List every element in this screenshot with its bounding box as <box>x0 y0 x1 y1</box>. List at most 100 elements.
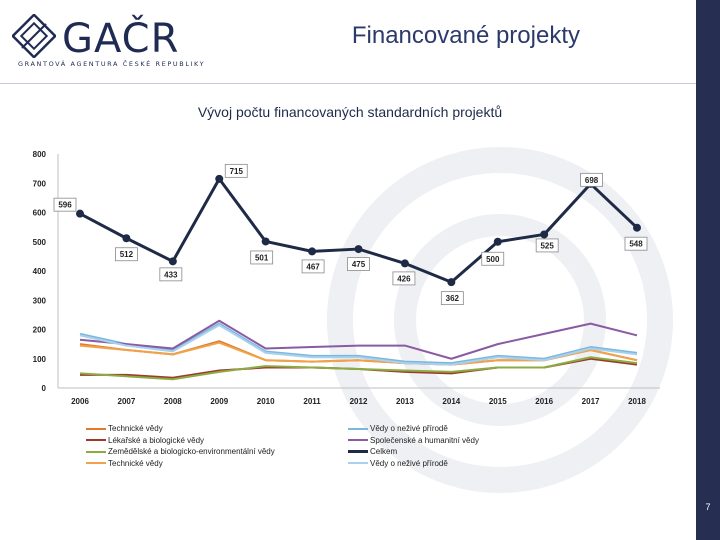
logo-emblem-icon <box>12 14 56 58</box>
legend-label: Technické vědy <box>108 458 163 468</box>
chart-data-labels: 596 512 433 715 501 467 475 426 362 500 525 698 548 <box>53 163 648 306</box>
x-tick-label: 2016 <box>535 397 553 406</box>
x-tick-label: 2013 <box>396 397 414 406</box>
data-point <box>76 209 84 218</box>
data-label: 501 <box>255 253 269 262</box>
chart-axes: 0 100 200 300 400 500 600 700 800 2006 2007 2008 200… <box>33 150 660 406</box>
data-point <box>261 237 270 246</box>
data-label: 467 <box>306 262 320 271</box>
legend-label: Celkem <box>370 447 398 456</box>
series-line <box>79 324 638 366</box>
data-point <box>633 223 641 232</box>
data-label: 433 <box>164 270 178 279</box>
y-tick-label: 700 <box>33 179 47 188</box>
data-label-box <box>115 247 138 262</box>
data-point <box>540 230 549 239</box>
legend-item: Technické vědy <box>86 459 163 468</box>
legend-item: Vědy o neživé přírodě <box>348 459 448 468</box>
data-label-box <box>53 197 77 212</box>
page-number: 7 <box>705 502 711 512</box>
logo-subtitle: GRANTOVÁ AGENTURA ČESKÉ REPUBLIKY <box>18 60 206 68</box>
y-tick-label: 800 <box>33 150 47 159</box>
header-divider <box>0 83 696 84</box>
data-label: 426 <box>397 274 411 283</box>
data-label-box <box>580 172 603 187</box>
chart-series <box>76 174 641 381</box>
data-label-box <box>440 291 464 306</box>
line-chart: 0 100 200 300 400 500 600 700 800 2006 2007 2008 200… <box>33 147 673 493</box>
x-tick-label: 2010 <box>257 397 275 406</box>
watermark-rings <box>327 147 673 493</box>
legend-swatch <box>348 439 368 441</box>
data-label-box <box>535 238 559 253</box>
data-point <box>447 278 456 287</box>
x-tick-label: 2015 <box>489 397 507 406</box>
x-tick-label: 2018 <box>628 397 646 406</box>
series-line <box>79 322 638 365</box>
y-tick-label: 600 <box>33 209 47 218</box>
data-point <box>400 259 409 268</box>
legend-swatch <box>86 462 106 464</box>
side-accent-bar <box>696 0 720 540</box>
data-label-box <box>481 251 505 266</box>
legend-label: Společenské a humanitní vědy <box>370 435 479 445</box>
logo-text: GAČR <box>62 16 180 62</box>
data-label: 596 <box>58 201 72 210</box>
legend-item: Lékařské a biologické vědy <box>86 436 204 445</box>
legend-label: Zemědělské a biologicko-environmentální … <box>108 447 275 456</box>
data-label-box <box>624 236 648 251</box>
data-label-box <box>159 267 183 282</box>
y-tick-label: 200 <box>33 326 47 335</box>
x-tick-label: 2008 <box>164 397 182 406</box>
legend-swatch <box>348 450 368 453</box>
page-title: Financované projekty <box>351 22 580 49</box>
legend-item: Zemědělské a biologicko-environmentální … <box>86 447 275 456</box>
legend-swatch <box>86 427 106 430</box>
series-line <box>79 356 638 381</box>
x-tick-label: 2009 <box>210 397 228 406</box>
legend-item: Celkem <box>348 447 397 456</box>
x-tick-label: 2006 <box>71 397 89 406</box>
data-label: 698 <box>585 176 599 185</box>
data-label: 715 <box>230 167 244 176</box>
data-point <box>354 245 363 254</box>
legend-swatch <box>348 427 368 430</box>
data-label-box <box>224 163 248 178</box>
legend-label: Technické vědy <box>108 424 163 433</box>
y-tick-label: 0 <box>42 384 47 393</box>
x-tick-label: 2017 <box>582 397 600 406</box>
data-label-box <box>347 257 370 271</box>
y-tick-label: 400 <box>33 267 47 276</box>
legend-swatch <box>348 462 368 464</box>
legend-label: Lékařské a biologické vědy <box>108 435 205 445</box>
data-label: 548 <box>629 240 643 249</box>
chart-title: Vývoj počtu financovaných standardních p… <box>197 104 503 120</box>
data-point <box>493 237 502 246</box>
data-point <box>168 257 177 266</box>
gacr-logo: GAČR GRANTOVÁ AGENTURA ČESKÉ REPUBLIKY <box>12 14 206 70</box>
legend-label: Vědy o neživé přírodě <box>370 424 448 433</box>
data-label-box <box>250 250 274 265</box>
data-label: 525 <box>540 241 554 250</box>
data-label: 362 <box>446 294 460 303</box>
data-label: 512 <box>120 250 134 259</box>
data-point <box>122 234 131 243</box>
x-tick-label: 2014 <box>442 397 460 406</box>
data-label-box <box>301 259 325 274</box>
y-tick-label: 100 <box>33 355 47 364</box>
data-label: 500 <box>486 255 500 264</box>
data-point <box>215 174 224 183</box>
legend-item: Vědy o neživé přírodě <box>348 424 448 433</box>
series-line <box>79 319 638 360</box>
x-tick-label: 2012 <box>350 397 368 406</box>
legend-item: Společenské a humanitní vědy <box>348 436 479 445</box>
y-tick-label: 500 <box>33 238 47 247</box>
legend-swatch <box>86 439 106 441</box>
legend-swatch <box>86 450 106 453</box>
data-label: 475 <box>352 260 366 269</box>
legend-item: Technické vědy <box>86 424 163 433</box>
y-tick-label: 300 <box>33 296 47 305</box>
data-point <box>308 247 317 256</box>
data-label-box <box>392 271 416 286</box>
x-tick-label: 2011 <box>303 397 321 406</box>
